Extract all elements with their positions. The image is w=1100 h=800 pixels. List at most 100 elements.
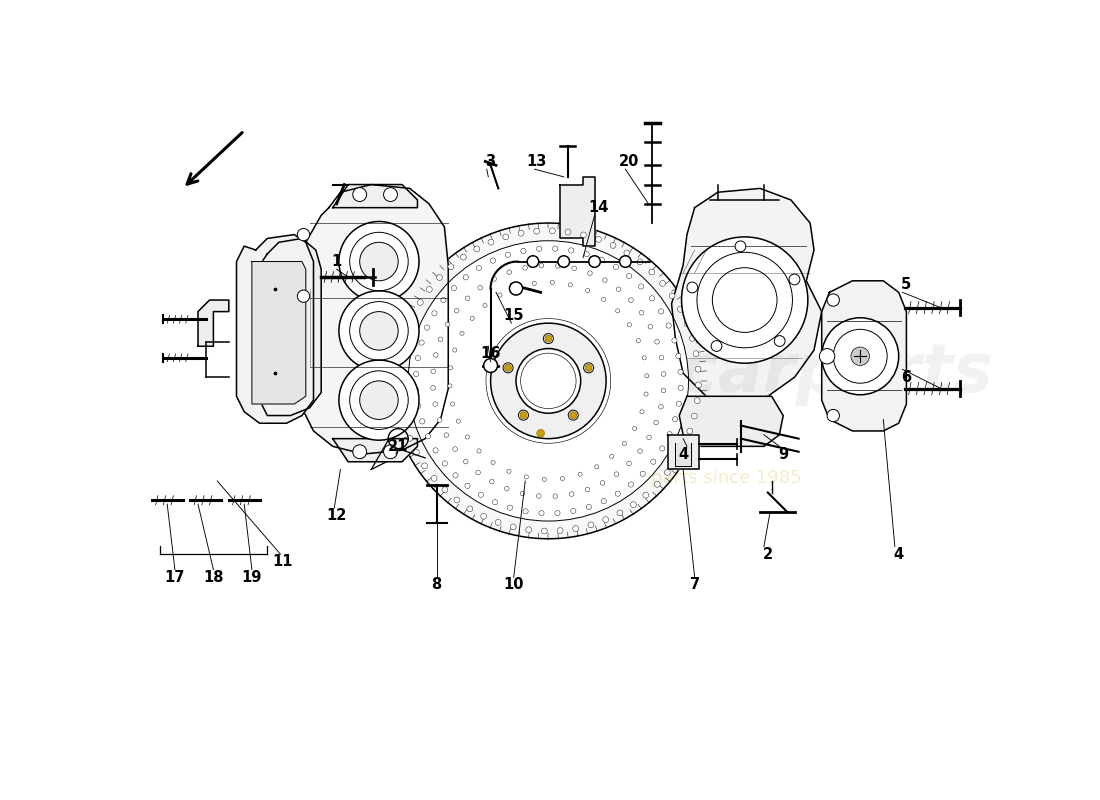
Circle shape <box>421 463 428 469</box>
Circle shape <box>431 386 436 390</box>
Circle shape <box>649 269 654 275</box>
Circle shape <box>645 374 649 378</box>
Text: 19: 19 <box>242 570 262 585</box>
Circle shape <box>644 392 648 396</box>
Circle shape <box>518 230 524 236</box>
Circle shape <box>539 510 544 516</box>
Circle shape <box>678 385 683 390</box>
Circle shape <box>416 403 421 409</box>
Circle shape <box>414 371 419 377</box>
Circle shape <box>586 504 592 510</box>
Circle shape <box>525 475 528 479</box>
Circle shape <box>339 291 419 371</box>
Circle shape <box>448 384 452 388</box>
Circle shape <box>639 284 643 289</box>
Circle shape <box>390 223 706 538</box>
Circle shape <box>509 282 522 295</box>
Circle shape <box>505 486 509 491</box>
Circle shape <box>602 298 606 302</box>
Circle shape <box>600 257 604 262</box>
Circle shape <box>425 325 430 330</box>
Circle shape <box>552 246 558 251</box>
Circle shape <box>581 232 586 238</box>
Circle shape <box>477 449 481 453</box>
Circle shape <box>450 402 454 406</box>
Text: 7: 7 <box>690 578 700 593</box>
Circle shape <box>522 509 528 514</box>
Circle shape <box>654 482 660 487</box>
Circle shape <box>682 237 807 363</box>
Circle shape <box>585 364 592 371</box>
Text: 2: 2 <box>762 546 773 562</box>
Circle shape <box>659 309 663 314</box>
Circle shape <box>570 412 576 418</box>
Text: 21: 21 <box>388 439 408 454</box>
Circle shape <box>672 417 678 422</box>
Circle shape <box>407 435 412 442</box>
Circle shape <box>432 310 437 316</box>
Circle shape <box>532 282 537 286</box>
Circle shape <box>339 360 419 440</box>
Circle shape <box>437 274 442 281</box>
Circle shape <box>541 528 548 534</box>
Circle shape <box>484 358 497 373</box>
Circle shape <box>520 412 527 418</box>
Circle shape <box>493 499 497 505</box>
Circle shape <box>419 340 425 345</box>
Circle shape <box>410 314 416 319</box>
Circle shape <box>534 228 540 234</box>
Circle shape <box>627 461 631 466</box>
Circle shape <box>449 366 453 370</box>
Circle shape <box>623 442 627 446</box>
Text: 4: 4 <box>893 546 904 562</box>
Circle shape <box>507 270 512 274</box>
Circle shape <box>558 256 570 267</box>
Circle shape <box>414 450 419 455</box>
Circle shape <box>360 381 398 419</box>
Circle shape <box>510 524 516 530</box>
Circle shape <box>572 266 576 270</box>
Circle shape <box>686 428 693 434</box>
Circle shape <box>619 256 631 267</box>
Circle shape <box>579 472 582 476</box>
Circle shape <box>588 522 594 528</box>
Circle shape <box>492 277 496 282</box>
Circle shape <box>666 323 671 328</box>
Circle shape <box>397 358 403 364</box>
Circle shape <box>438 337 443 342</box>
Text: a passion for parts since 1985: a passion for parts since 1985 <box>529 469 802 487</box>
Circle shape <box>603 517 608 522</box>
Circle shape <box>456 419 461 423</box>
Polygon shape <box>560 177 594 246</box>
Circle shape <box>584 363 594 373</box>
Polygon shape <box>260 238 321 415</box>
Circle shape <box>649 296 654 301</box>
Circle shape <box>463 459 469 464</box>
Circle shape <box>518 410 528 420</box>
Circle shape <box>569 282 572 287</box>
Circle shape <box>537 494 541 498</box>
Circle shape <box>642 492 649 498</box>
Circle shape <box>384 445 397 458</box>
Text: 18: 18 <box>204 570 223 585</box>
Circle shape <box>507 505 513 510</box>
Circle shape <box>595 237 602 242</box>
Text: 15: 15 <box>504 308 524 323</box>
Circle shape <box>505 364 512 371</box>
Circle shape <box>615 491 620 496</box>
Text: 5: 5 <box>901 277 912 292</box>
Circle shape <box>491 461 495 465</box>
Circle shape <box>353 188 366 202</box>
Text: 10: 10 <box>504 578 524 593</box>
Circle shape <box>503 234 508 240</box>
Circle shape <box>711 341 722 351</box>
Circle shape <box>661 372 666 376</box>
Circle shape <box>505 252 510 258</box>
Polygon shape <box>298 185 449 454</box>
Circle shape <box>549 228 556 234</box>
Circle shape <box>678 306 683 312</box>
Circle shape <box>402 421 407 426</box>
Polygon shape <box>671 188 822 404</box>
Circle shape <box>495 519 502 526</box>
Circle shape <box>827 294 839 306</box>
